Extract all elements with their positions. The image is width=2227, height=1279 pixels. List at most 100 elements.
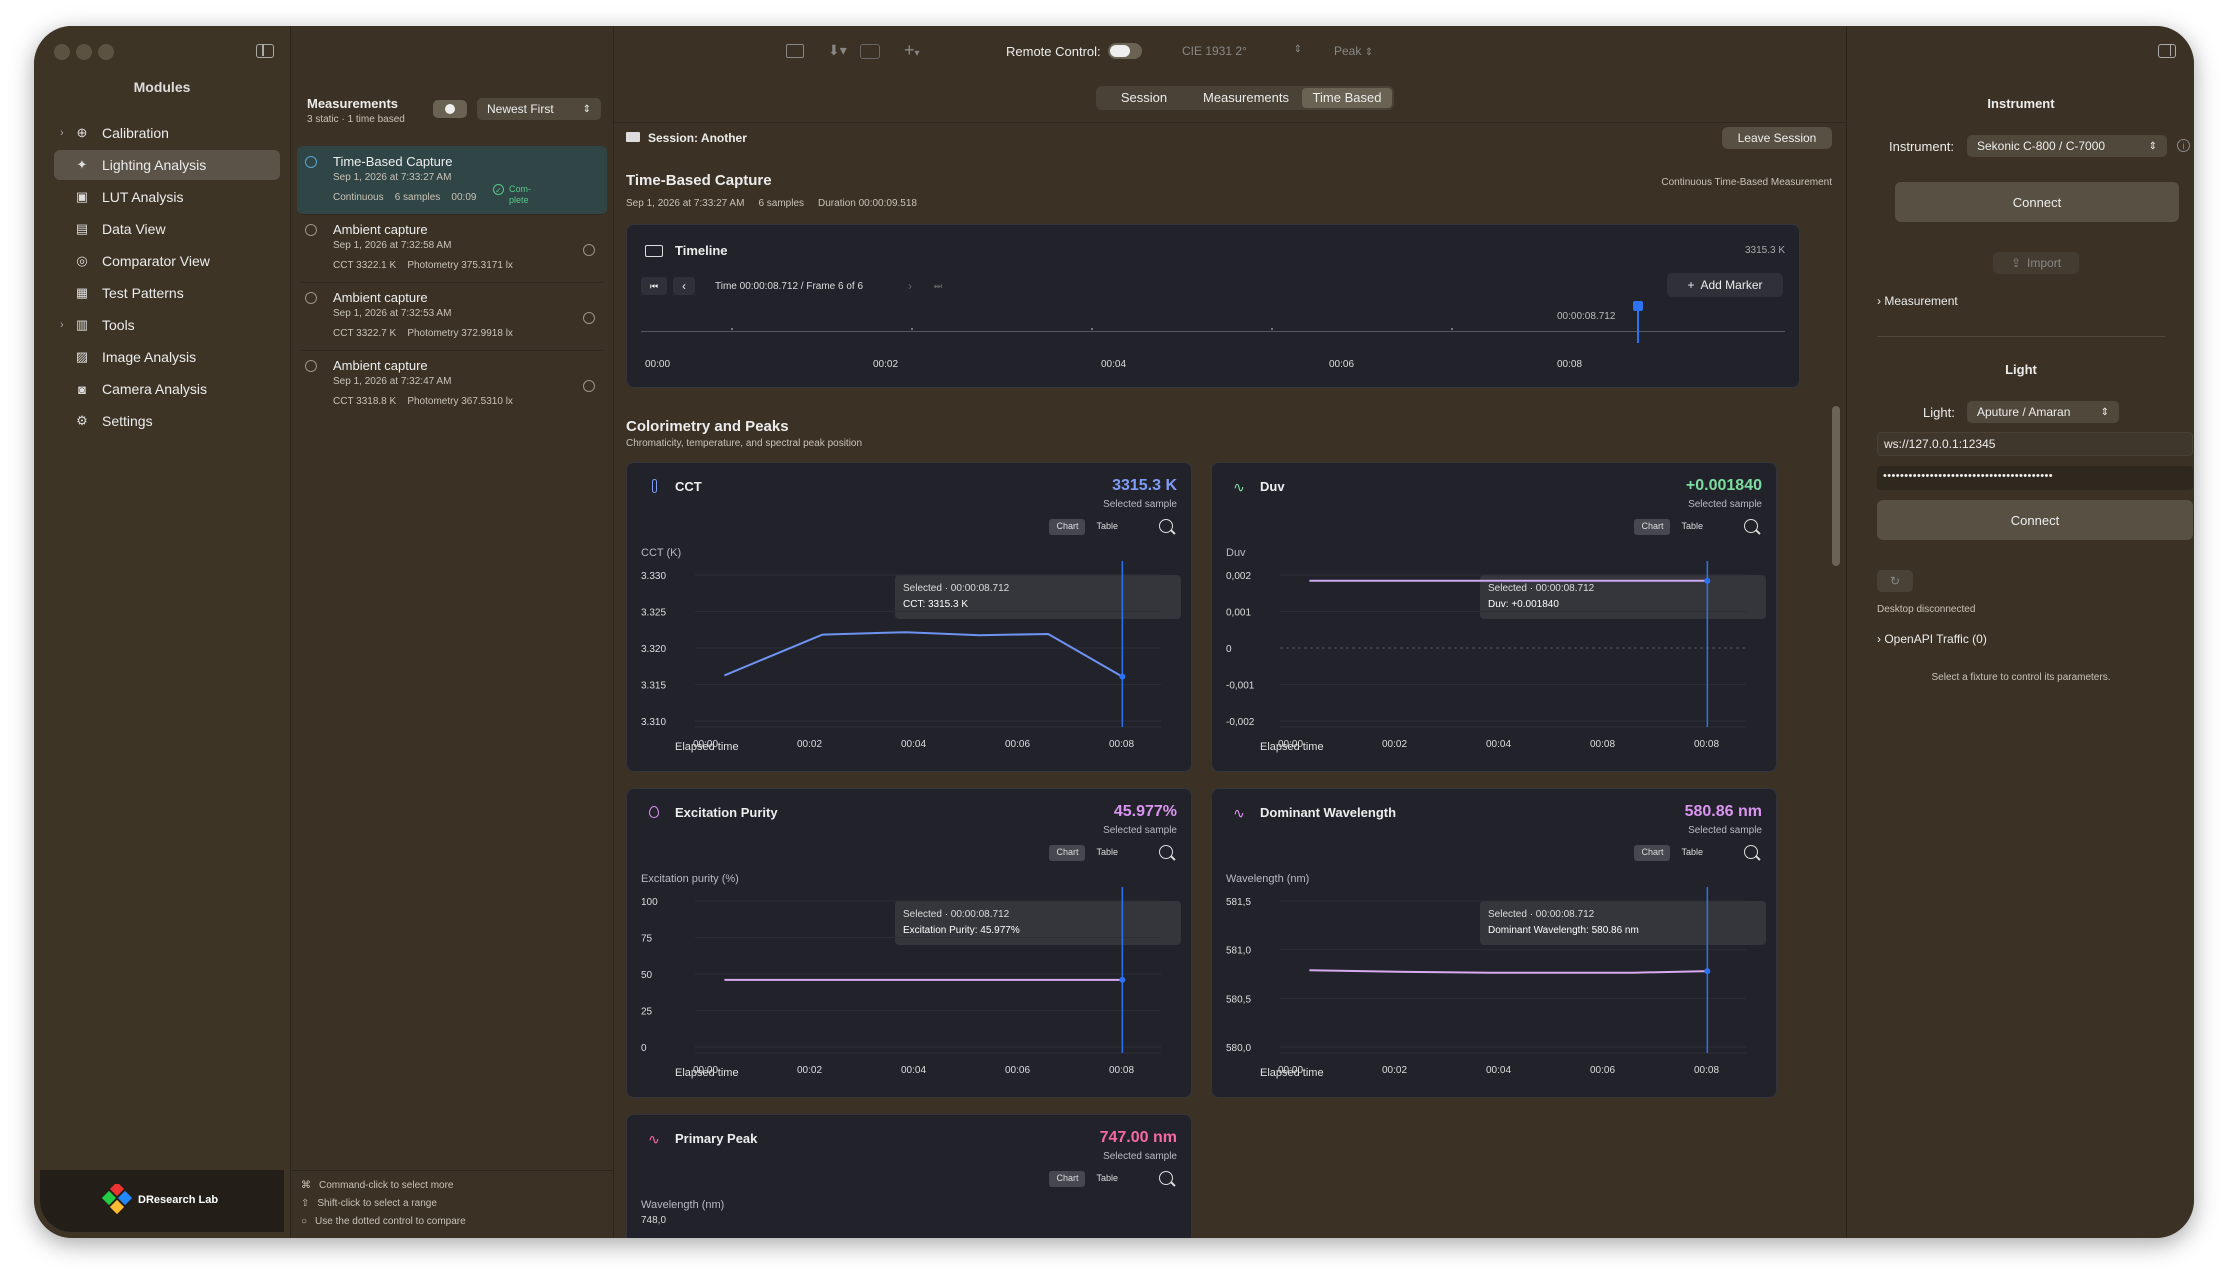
- chart-view-button[interactable]: Chart: [1634, 519, 1671, 535]
- zoom-window-button[interactable]: [98, 44, 114, 60]
- selection-tooltip: Selected · 00:00:08.712 Dominant Waveleng…: [1480, 901, 1766, 945]
- sidebar-item-image-analysis[interactable]: ▨ Image Analysis: [54, 342, 280, 372]
- list-item[interactable]: Ambient capture Sep 1, 2026 at 7:32:53 AM…: [297, 282, 607, 350]
- minimize-window-button[interactable]: [76, 44, 92, 60]
- first-frame-button[interactable]: ⏮: [641, 277, 667, 295]
- capture-duration: Duration 00:00:09.518: [818, 198, 917, 209]
- leave-session-button[interactable]: Leave Session: [1722, 127, 1832, 149]
- data-point[interactable]: [1119, 673, 1126, 680]
- target-icon: ◎: [76, 253, 88, 268]
- tooltip-line-1: Selected · 00:00:08.712: [1488, 909, 1595, 920]
- sparkle-icon: ✦: [76, 157, 88, 172]
- light-select[interactable]: Aputure / Amaran ⇕: [1967, 401, 2119, 423]
- toggle-sidebar-icon[interactable]: [256, 44, 274, 58]
- sidebar-item-lighting-analysis[interactable]: ✦ Lighting Analysis: [54, 150, 280, 180]
- select-radio[interactable]: [305, 292, 317, 304]
- sidebar-item-comparator-view[interactable]: ◎ Comparator View: [54, 246, 280, 276]
- sidebar-item-lut-analysis[interactable]: ▣ LUT Analysis: [54, 182, 280, 212]
- sidebar-item-test-patterns[interactable]: ▦ Test Patterns: [54, 278, 280, 308]
- compare-dot-control[interactable]: [583, 380, 595, 392]
- timeline-track[interactable]: [641, 331, 1785, 332]
- compare-dot-control[interactable]: [583, 312, 595, 324]
- import-button[interactable]: ⇪ Import: [1993, 252, 2079, 274]
- cie-select[interactable]: CIE 1931 2° ⇕: [1182, 44, 1302, 58]
- remote-control-label: Remote Control:: [1006, 44, 1101, 59]
- select-radio[interactable]: [305, 360, 317, 372]
- table-view-button[interactable]: Table: [1681, 847, 1703, 857]
- prev-frame-button[interactable]: ‹: [673, 277, 695, 295]
- measurement-meta: CCT 3318.8 K Photometry 367.5310 lx: [333, 396, 513, 407]
- table-view-button[interactable]: Table: [1681, 521, 1703, 531]
- list-footer: [291, 1170, 613, 1171]
- y-tick-label: 748,0: [641, 1215, 667, 1226]
- light-connect-button[interactable]: Connect: [1877, 500, 2193, 540]
- waveform-icon: ∿: [1233, 479, 1245, 495]
- card-value: 45.977%: [1113, 803, 1177, 820]
- remote-control-toggle[interactable]: [1108, 43, 1142, 59]
- zoom-icon[interactable]: [1744, 845, 1758, 859]
- chart-view-button[interactable]: Chart: [1049, 845, 1086, 861]
- sidebar-item-camera-analysis[interactable]: ◙ Camera Analysis: [54, 374, 280, 404]
- data-point[interactable]: [1119, 976, 1126, 983]
- chart-view-button[interactable]: Chart: [1049, 519, 1086, 535]
- info-icon[interactable]: i: [2177, 139, 2190, 152]
- zoom-icon[interactable]: [1159, 845, 1173, 859]
- plus-icon: +: [1687, 278, 1695, 292]
- sidebar-item-calibration[interactable]: › ⊕ Calibration: [54, 118, 280, 148]
- data-point[interactable]: [1704, 968, 1711, 975]
- session-folder-icon: [626, 132, 640, 142]
- x-tick-label: 00:06: [1005, 739, 1030, 750]
- chart-view-button[interactable]: Chart: [1049, 1171, 1086, 1187]
- table-view-button[interactable]: Table: [1096, 847, 1118, 857]
- list-item[interactable]: Ambient capture Sep 1, 2026 at 7:32:47 AM…: [297, 350, 607, 418]
- tab-measurements[interactable]: Measurements: [1203, 90, 1289, 105]
- instrument-select[interactable]: Sekonic C-800 / C-7000 ⇕: [1967, 135, 2167, 157]
- peak-select[interactable]: Peak ⇕: [1334, 44, 1373, 58]
- next-frame-button[interactable]: ›: [908, 279, 912, 293]
- sort-select[interactable]: Newest First ⇕: [477, 98, 601, 120]
- sidebar-item-data-view[interactable]: ▤ Data View: [54, 214, 280, 244]
- instrument-connect-button[interactable]: Connect: [1895, 182, 2179, 222]
- playhead-handle[interactable]: [1633, 301, 1643, 311]
- close-window-button[interactable]: [54, 44, 70, 60]
- zoom-icon[interactable]: [1159, 519, 1173, 533]
- y-tick-label: 580,5: [1226, 994, 1251, 1005]
- last-frame-button[interactable]: ⏭: [933, 281, 943, 291]
- chart-view-button[interactable]: Chart: [1634, 845, 1671, 861]
- select-radio[interactable]: [305, 156, 317, 168]
- session-bar: [614, 122, 1846, 123]
- sidebar-item-tools[interactable]: › ▥ Tools: [54, 310, 280, 340]
- scrollbar[interactable]: [1832, 406, 1840, 566]
- measurement-disclosure[interactable]: › Measurement: [1877, 294, 1958, 308]
- y-axis-label: Duv: [1226, 547, 1246, 559]
- record-toggle-button[interactable]: [433, 100, 467, 118]
- select-radio[interactable]: [305, 224, 317, 236]
- table-view-button[interactable]: Table: [1096, 521, 1118, 531]
- card-title: Excitation Purity: [675, 805, 778, 820]
- add-menu-icon[interactable]: +▾: [904, 40, 920, 60]
- folder-icon[interactable]: [786, 44, 804, 58]
- timeline-tick-label: 00:00: [645, 359, 671, 370]
- add-marker-button[interactable]: + Add Marker: [1667, 273, 1783, 297]
- chevron-right-icon: ›: [1877, 632, 1881, 646]
- playhead[interactable]: [1637, 301, 1639, 343]
- refresh-button[interactable]: ↻: [1877, 570, 1913, 592]
- list-item[interactable]: Ambient capture Sep 1, 2026 at 7:32:58 AM…: [297, 214, 607, 282]
- sidebar-item-settings[interactable]: ⚙ Settings: [54, 406, 280, 436]
- tooltip-line-2: Dominant Wavelength: 580.86 nm: [1488, 925, 1639, 936]
- zoom-icon[interactable]: [1159, 1171, 1173, 1185]
- websocket-url-field[interactable]: [1877, 432, 2193, 456]
- tab-session[interactable]: Session: [1120, 90, 1168, 105]
- password-field[interactable]: ••••••••••••••••••••••••••••••••••••••••: [1877, 466, 2193, 490]
- compare-dot-control[interactable]: [583, 244, 595, 256]
- save-menu-icon[interactable]: ⬇▾: [828, 42, 847, 58]
- zoom-icon[interactable]: [1744, 519, 1758, 533]
- hint-text: Use the dotted control to compare: [315, 1216, 466, 1227]
- list-item[interactable]: Time-Based Capture Sep 1, 2026 at 7:33:27…: [297, 146, 607, 214]
- table-view-button[interactable]: Table: [1096, 1173, 1118, 1183]
- openapi-traffic-disclosure[interactable]: › OpenAPI Traffic (0): [1877, 632, 1987, 646]
- tab-time-based[interactable]: Time Based: [1302, 88, 1392, 108]
- camera-icon[interactable]: [860, 44, 880, 59]
- card-value-caption: Selected sample: [1103, 499, 1177, 510]
- toggle-inspector-icon[interactable]: [2158, 44, 2176, 58]
